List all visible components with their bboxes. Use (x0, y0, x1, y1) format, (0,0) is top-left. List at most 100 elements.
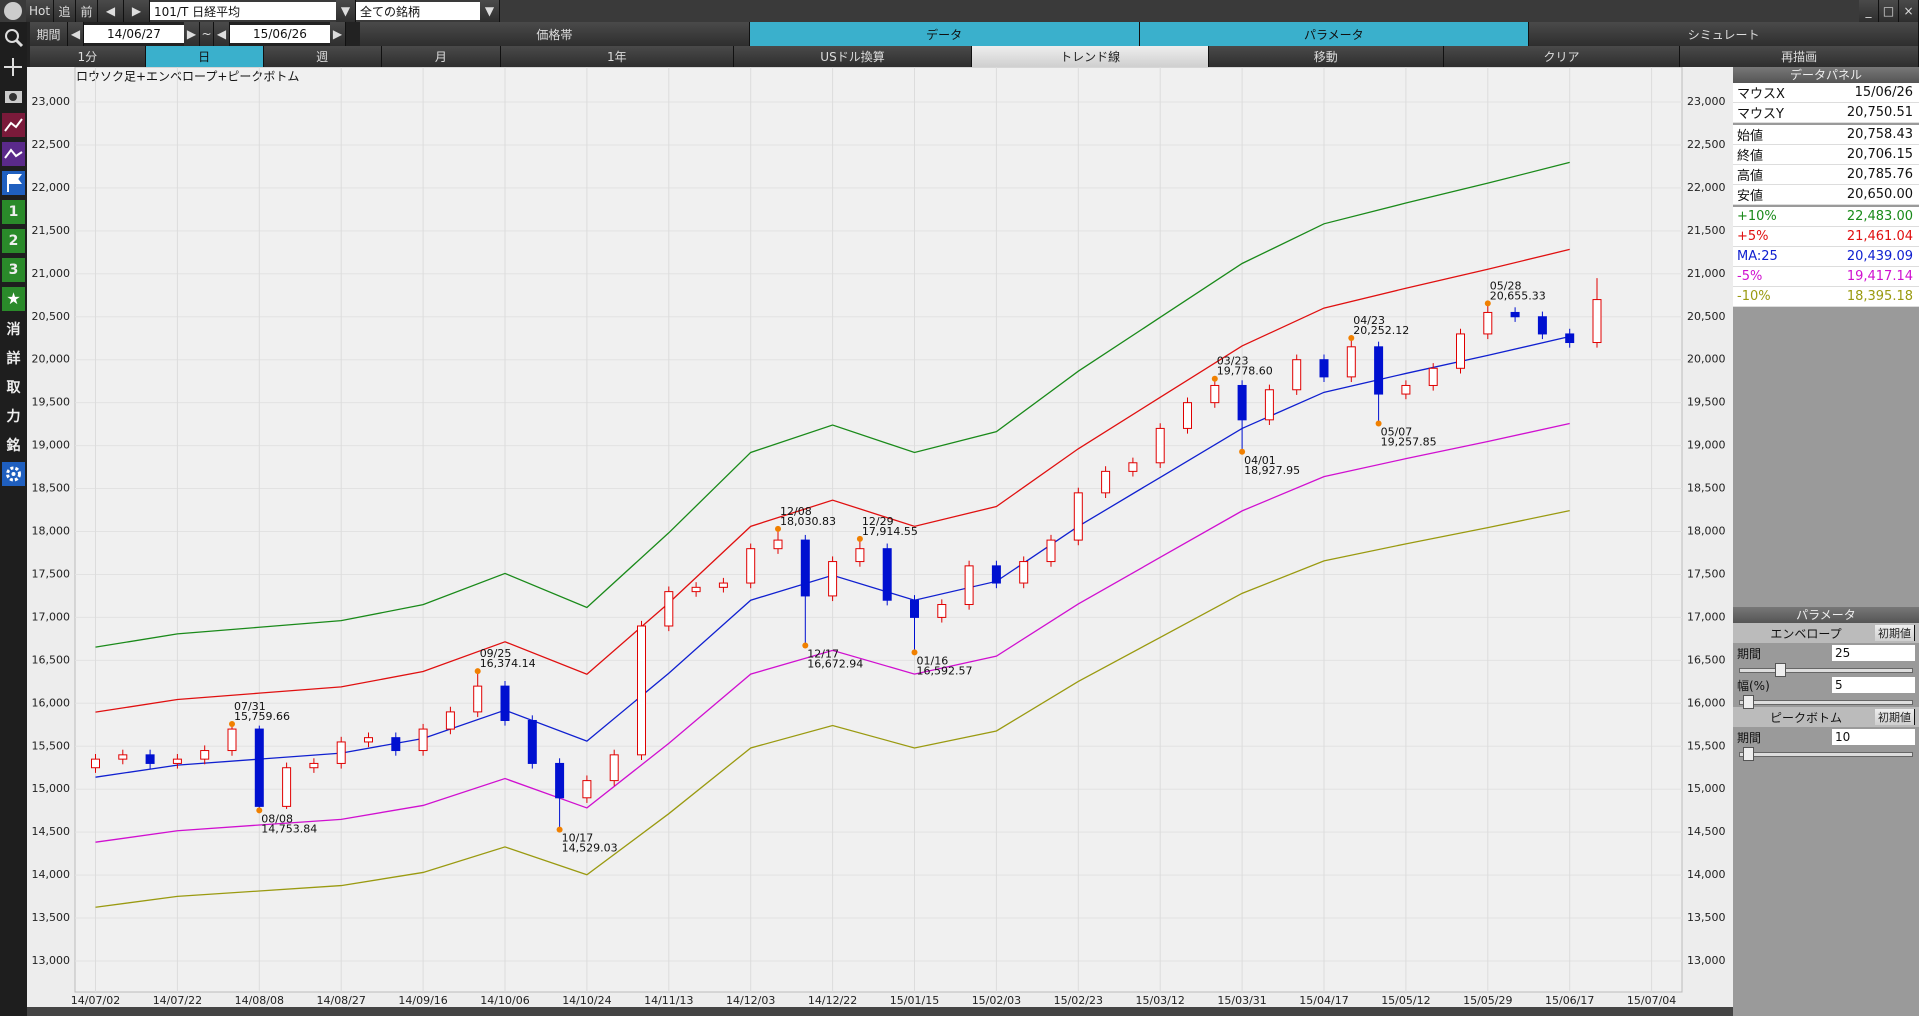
x-tick-label: 15/07/04 (1627, 994, 1676, 1007)
side-toolbar: ★ 1 2 3 消詳取力銘 (0, 22, 27, 1016)
x-tick-label: 14/12/22 (808, 994, 857, 1007)
close[interactable]: × (1899, 0, 1919, 22)
side-tool[interactable]: 1 (2, 200, 25, 224)
camera-icon[interactable] (2, 84, 25, 108)
side-tool[interactable]: 詳 (6, 351, 21, 367)
peak-value: 20,252.12 (1353, 324, 1409, 337)
bulb-icon[interactable] (4, 2, 22, 20)
candle-body (336, 741, 346, 764)
side-tool[interactable]: 2 (2, 229, 25, 253)
side-tool[interactable]: 3 (2, 258, 25, 282)
from-fwd[interactable]: ▶ (184, 22, 200, 46)
from-back[interactable]: ◀ (68, 22, 84, 46)
tab[interactable]: 価格帯 (360, 22, 750, 46)
right-panel: データパネル マウスX 15/06/26 マウスY 20,750.51 始値 20,758… (1733, 67, 1919, 1016)
settings-icon[interactable] (2, 462, 25, 486)
data-row: MA:25 20,439.09 (1733, 247, 1919, 267)
universe-dropdown[interactable]: ▼ (480, 0, 500, 22)
data-label: 高値 (1737, 169, 1764, 184)
symbol-field[interactable]: 101/T 日経平均 (150, 2, 336, 20)
star-icon[interactable]: ★ (2, 287, 25, 311)
envelope-period[interactable]: 25 (1832, 645, 1915, 661)
chart-icon[interactable] (2, 113, 25, 137)
candle-body (200, 750, 210, 760)
range-button[interactable]: 日 (145, 46, 264, 67)
side-tool[interactable]: 銘 (6, 438, 21, 454)
from-date[interactable]: 14/06/27 (84, 25, 184, 43)
candle-body (91, 758, 100, 769)
svg-text:★: ★ (6, 289, 20, 308)
range-button[interactable]: USドル換算 (733, 46, 973, 67)
data-label: 始値 (1737, 129, 1764, 144)
envelope-period-slider[interactable] (1739, 663, 1913, 677)
range-button[interactable]: 週 (263, 46, 382, 67)
range-button[interactable]: 1年 (500, 46, 734, 67)
tab[interactable]: データ (749, 22, 1140, 46)
x-tick-label: 14/10/06 (480, 994, 529, 1007)
tab[interactable]: パラメータ (1139, 22, 1530, 46)
data-label: +5% (1737, 229, 1769, 244)
to-back[interactable]: ◀ (214, 22, 230, 46)
candle-body (855, 548, 865, 563)
flag-icon[interactable] (2, 171, 25, 195)
crosshair-icon[interactable] (2, 55, 25, 79)
x-tick-label: 14/07/02 (71, 994, 120, 1007)
peak-bottom-reset[interactable]: 初期値 (1875, 709, 1915, 725)
indicator-icon[interactable] (2, 142, 25, 166)
peak-date: 12/17 (807, 647, 839, 660)
data-label: +10% (1737, 209, 1777, 224)
side-tool[interactable]: 消 (6, 322, 21, 338)
side-tool[interactable]: 力 (6, 409, 21, 425)
y-tick-label: 22,000 (32, 181, 71, 194)
peak-marker (229, 720, 235, 727)
envelope-width-slider[interactable] (1739, 695, 1913, 709)
y-tick-label: 22,500 (32, 138, 71, 151)
range-button[interactable]: 月 (381, 46, 501, 67)
maximize[interactable]: □ (1879, 0, 1899, 22)
universe-field[interactable]: 全ての銘柄 (356, 2, 480, 20)
add-button[interactable]: 追 (54, 0, 76, 22)
side-tool[interactable]: 取 (6, 380, 21, 396)
candle-body (691, 586, 701, 593)
candle-body (882, 548, 892, 601)
peak-value: 18,927.95 (1244, 464, 1300, 477)
candle-body (1019, 561, 1029, 584)
y-tick-label: 13,000 (32, 954, 71, 967)
range-button[interactable]: 1分 (30, 46, 146, 67)
peak-date: 12/29 (862, 515, 894, 528)
envelope-reset[interactable]: 初期値 (1875, 625, 1915, 641)
peak-value: 18,030.83 (780, 515, 836, 528)
candle-body (1592, 299, 1602, 344)
hot-button[interactable]: Hot (26, 0, 54, 22)
range-button[interactable]: 再描画 (1680, 46, 1919, 67)
back-arrow[interactable]: ◀ (98, 0, 124, 22)
x-tick-label: 15/06/17 (1545, 994, 1594, 1007)
to-date[interactable]: 15/06/26 (230, 25, 330, 43)
peak-marker (1484, 300, 1491, 307)
tab[interactable]: シミュレート (1529, 22, 1919, 46)
y-tick-label: 15,000 (32, 782, 71, 795)
y-tick-label-right: 13,500 (1687, 911, 1726, 924)
to-fwd[interactable]: ▶ (330, 22, 346, 46)
candle-body (1073, 492, 1083, 541)
peak-date: 03/23 (1217, 355, 1249, 368)
data-rows: マウスX 15/06/26 マウスY 20,750.51 始値 20,758.43 終値 20… (1733, 83, 1919, 307)
symbol-dropdown[interactable]: ▼ (336, 0, 356, 22)
data-value: 20,650.00 (1846, 187, 1913, 202)
parameter-panel: パラメータ エンベロープ 初期値 期間 25 幅(%) 5 ピークボトム 初期値 期間 1… (1733, 607, 1919, 761)
peak-period[interactable]: 10 (1832, 729, 1915, 745)
data-label: -5% (1737, 269, 1763, 284)
range-button[interactable]: クリア (1443, 46, 1681, 67)
peak-value: 16,672.94 (807, 657, 863, 670)
minimize[interactable]: _ (1859, 0, 1879, 22)
prev-button[interactable]: 前 (76, 0, 98, 22)
peak-period-slider[interactable] (1739, 747, 1913, 761)
range-button[interactable]: 移動 (1208, 46, 1444, 67)
x-tick-label: 14/12/03 (726, 994, 775, 1007)
range-button[interactable]: トレンド線 (972, 46, 1209, 67)
candle-body (445, 711, 455, 730)
search-icon[interactable] (2, 26, 25, 50)
envelope-width[interactable]: 5 (1832, 677, 1915, 693)
peak-value: 17,914.55 (862, 525, 918, 538)
fwd-arrow[interactable]: ▶ (124, 0, 150, 22)
